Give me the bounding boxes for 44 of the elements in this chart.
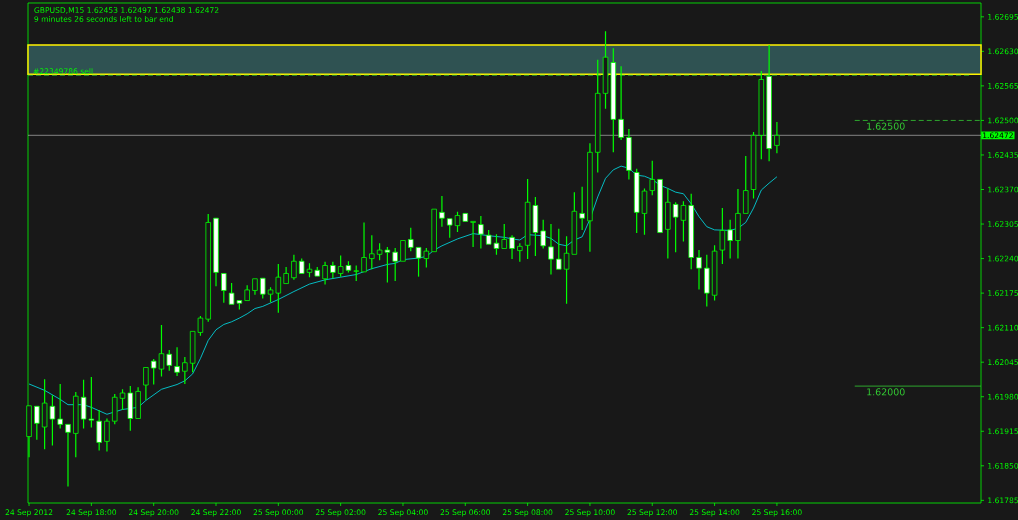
candlestick xyxy=(594,59,601,174)
candlestick xyxy=(166,349,172,372)
candlestick xyxy=(774,121,780,154)
candlestick xyxy=(766,44,772,162)
candlestick xyxy=(252,278,258,296)
candlestick xyxy=(439,195,445,228)
candlestick xyxy=(57,383,63,430)
candlestick xyxy=(135,386,141,419)
candlestick xyxy=(213,217,219,287)
candlestick xyxy=(727,219,733,260)
candlestick xyxy=(400,240,406,262)
candlestick xyxy=(704,254,710,307)
candlestick xyxy=(618,65,624,141)
candlestick xyxy=(330,261,336,279)
ref-line-label: 1.62000 xyxy=(867,388,905,396)
candlestick xyxy=(579,186,585,231)
candlestick xyxy=(361,221,367,273)
candlestick xyxy=(626,128,632,181)
candlestick xyxy=(696,249,702,290)
candlestick xyxy=(649,160,655,196)
candlestick xyxy=(291,254,297,281)
candlestick xyxy=(73,391,79,458)
candlestick xyxy=(478,215,484,250)
candlestick xyxy=(104,417,110,453)
ref-line-label: 1.62500 xyxy=(867,122,905,130)
candlestick xyxy=(182,356,188,385)
candlestick xyxy=(462,213,469,222)
candlestick xyxy=(283,266,289,284)
candlestick xyxy=(369,234,375,270)
candlestick xyxy=(470,220,476,248)
candlestick xyxy=(174,346,180,377)
candlestick xyxy=(743,155,749,214)
candlestick xyxy=(735,188,741,260)
candlestick xyxy=(587,142,593,253)
candlestick xyxy=(431,208,437,253)
candlestick xyxy=(548,223,554,276)
candlestick xyxy=(322,261,328,286)
candlestick xyxy=(556,228,562,270)
candlestick xyxy=(509,234,515,260)
candlestick xyxy=(96,409,102,451)
candlestick xyxy=(65,423,71,488)
candlestick xyxy=(688,193,694,270)
candlestick xyxy=(392,247,398,282)
candlestick xyxy=(665,187,671,260)
